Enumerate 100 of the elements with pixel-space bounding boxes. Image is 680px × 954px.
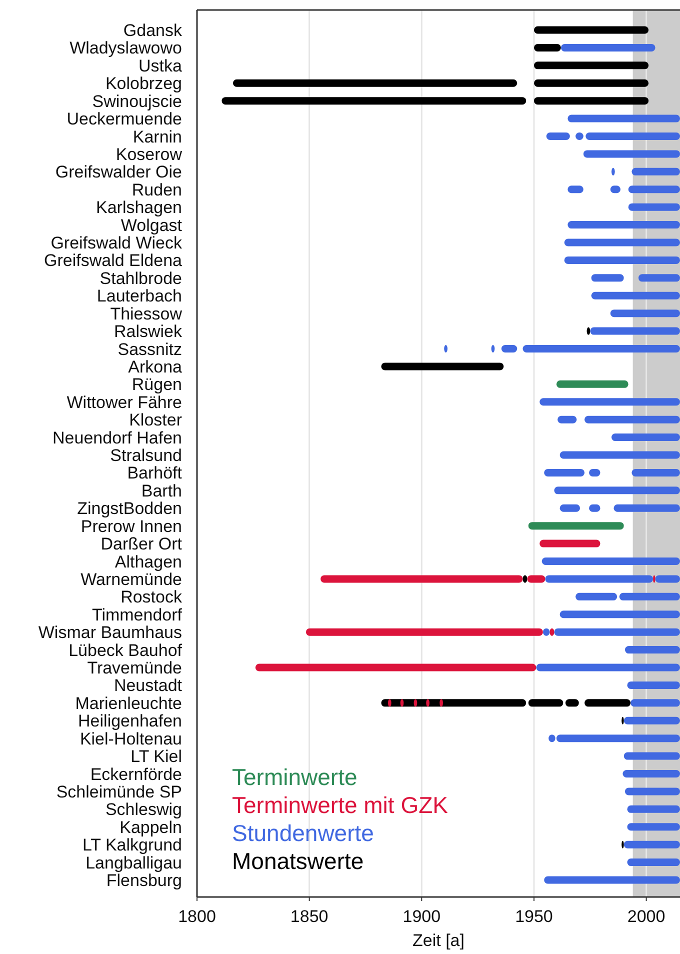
bar — [546, 132, 570, 140]
y-tick-label: Barhöft — [127, 464, 182, 483]
bar — [564, 256, 680, 264]
y-tick-label: Greifswald Wieck — [50, 234, 182, 252]
y-tick-label: Ueckermuende — [66, 110, 182, 129]
y-tick-label: Wittower Fähre — [66, 392, 182, 412]
y-tick-label: LT Kiel — [130, 747, 182, 766]
y-tick-label: Karlshagen — [96, 198, 182, 218]
y-tick-label: Marienleuchte — [75, 694, 182, 713]
y-tick-label: Warnemünde — [80, 570, 182, 589]
y-tick-label: Stahlbrode — [100, 268, 182, 288]
bar — [528, 522, 624, 530]
y-tick-label: Kiel-Holtenau — [80, 729, 182, 748]
bar — [560, 451, 680, 459]
y-tick-label: Sassnitz — [118, 340, 182, 359]
bar — [624, 646, 680, 654]
text: Terminwerte mit GZK — [232, 792, 449, 818]
bar — [568, 114, 680, 122]
bar — [560, 44, 656, 52]
y-tick-label: Travemünde — [87, 658, 182, 678]
bar — [628, 186, 680, 194]
y-tick-label: Schleswig — [105, 800, 182, 820]
bar — [611, 434, 680, 442]
bar — [586, 132, 680, 140]
bar — [630, 699, 680, 707]
bar — [536, 664, 680, 672]
bar — [590, 327, 680, 335]
y-tick-label: Althagen — [114, 552, 182, 572]
bar — [528, 699, 564, 707]
bar — [583, 150, 680, 158]
bar — [545, 575, 654, 583]
y-tick-label: Rügen — [132, 375, 182, 394]
y-tick-label: Heiligenhafen — [78, 712, 182, 731]
x-tick-label: 1800 — [178, 907, 216, 926]
y-tick-label: Prerow Innen — [80, 516, 182, 536]
bar — [591, 274, 624, 282]
bar — [222, 97, 526, 105]
text: Terminwerte — [232, 764, 358, 790]
y-tick-label: Langballigau — [86, 853, 182, 872]
bar — [527, 575, 546, 583]
bar — [554, 486, 680, 494]
x-axis-title: Zeit [a] — [412, 931, 464, 950]
bar — [564, 238, 680, 246]
bar — [232, 79, 518, 87]
y-tick-label: Timmendorf — [92, 605, 182, 624]
bar — [638, 274, 680, 282]
bar — [619, 592, 680, 600]
y-tick-label: Rostock — [120, 588, 182, 607]
y-tick-label: Ruden — [132, 180, 182, 200]
y-tick-label: Wolgast — [120, 216, 182, 235]
bar — [534, 26, 649, 34]
bar — [544, 876, 680, 884]
text: Monatswerte — [232, 848, 364, 874]
bar — [627, 805, 680, 813]
bar — [576, 592, 618, 600]
bar — [534, 44, 561, 52]
y-tick-label: Stralsund — [110, 446, 182, 465]
y-tick-label: Neuendorf Hafen — [52, 428, 182, 448]
bar — [627, 823, 680, 831]
bar — [540, 540, 600, 548]
bar — [624, 840, 680, 848]
x-tick-label: 2000 — [627, 907, 666, 926]
bar — [558, 416, 577, 424]
y-tick-label: Schleimünde SP — [56, 782, 182, 802]
y-tick-label: Greifswalder Oie — [55, 162, 182, 182]
y-tick-label: Wismar Baumhaus — [38, 623, 182, 642]
y-tick-label: Greifswald Eldena — [44, 251, 183, 270]
bar — [544, 468, 585, 476]
text: Stundenwerte — [232, 820, 374, 846]
y-tick-label: Kloster — [129, 410, 182, 430]
bar — [610, 310, 680, 318]
bar — [381, 362, 504, 370]
bar — [627, 858, 680, 866]
bar — [624, 788, 680, 796]
bar — [627, 681, 680, 689]
y-tick-label: LT Kalkgrund — [82, 836, 182, 855]
bar — [591, 292, 680, 300]
bar — [542, 558, 680, 565]
y-tick-label: Flensburg — [106, 871, 182, 890]
x-tick-label: 1950 — [515, 907, 553, 926]
bar — [622, 770, 680, 778]
x-tick-label: 1850 — [290, 907, 328, 926]
bar — [628, 203, 680, 211]
y-tick-label: Kappeln — [120, 818, 182, 837]
bar — [306, 628, 543, 636]
bar — [534, 97, 649, 105]
bar — [320, 575, 523, 583]
bar — [632, 468, 680, 476]
bar — [632, 168, 680, 176]
y-tick-label: Darßer Ort — [100, 534, 182, 554]
bar — [560, 504, 580, 512]
y-tick-label: Wladyslawowo — [70, 38, 182, 58]
bar — [522, 345, 680, 352]
bar — [584, 416, 680, 424]
bar — [624, 752, 680, 760]
bar — [560, 610, 680, 618]
y-tick-label: Lübeck Bauhof — [68, 640, 182, 660]
bar — [584, 699, 631, 707]
bar — [614, 504, 680, 512]
bar — [624, 716, 680, 724]
